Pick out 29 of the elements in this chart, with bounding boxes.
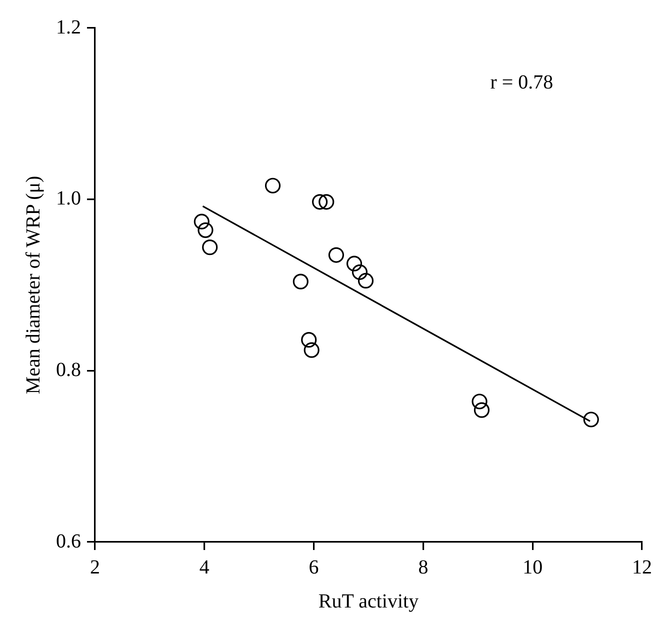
y-tick-label: 1.2 bbox=[56, 16, 81, 38]
point bbox=[301, 332, 317, 348]
point bbox=[583, 412, 599, 428]
y-tick-label: 1.0 bbox=[56, 188, 81, 210]
point bbox=[264, 178, 281, 194]
x-tick-label: 12 bbox=[632, 556, 652, 578]
point bbox=[472, 394, 488, 410]
x-tick-label: 2 bbox=[90, 556, 100, 578]
point bbox=[352, 264, 368, 280]
y-tick-label: 0.6 bbox=[56, 530, 81, 552]
y-axis-title: Mean diameter of WRP (μ) bbox=[22, 176, 44, 394]
point bbox=[358, 272, 374, 289]
point bbox=[198, 222, 214, 238]
point bbox=[304, 342, 320, 358]
x-tick-label: 6 bbox=[308, 556, 319, 578]
point bbox=[194, 214, 210, 230]
point bbox=[318, 194, 334, 210]
point bbox=[328, 247, 344, 263]
x-tick-label: 10 bbox=[522, 556, 543, 578]
x-axis-title: RuT activity bbox=[318, 590, 419, 612]
annotation: r = 0.78 bbox=[490, 71, 554, 94]
y-tick-label: 0.8 bbox=[56, 358, 81, 381]
x-tick-label: 4 bbox=[199, 556, 210, 578]
point bbox=[346, 256, 362, 272]
point bbox=[292, 274, 308, 290]
point bbox=[474, 402, 490, 418]
point bbox=[202, 240, 218, 256]
x-tick-label: 8 bbox=[418, 556, 428, 578]
point bbox=[312, 194, 328, 210]
